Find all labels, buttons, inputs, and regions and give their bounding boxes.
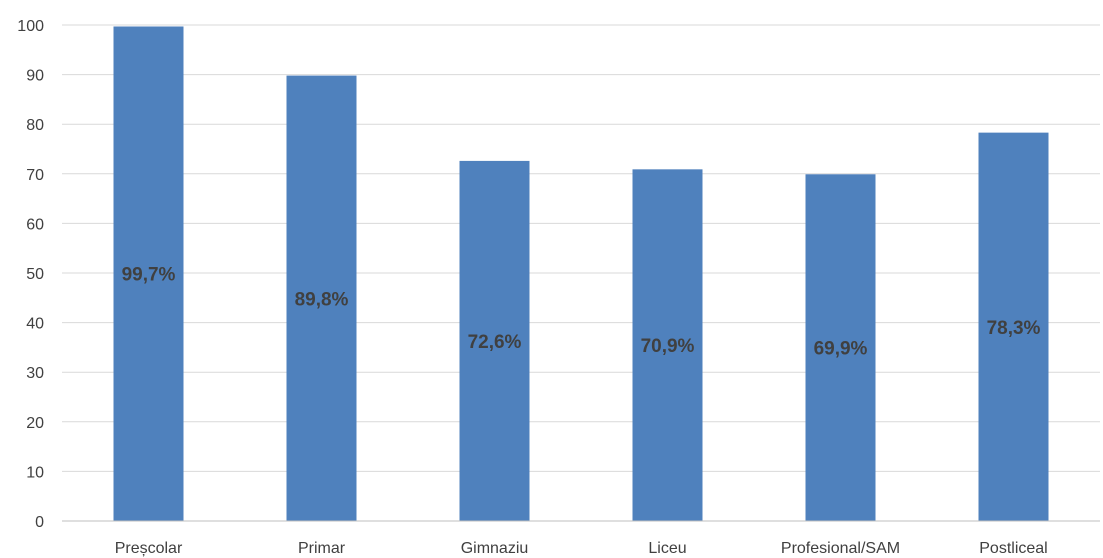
y-tick-label: 100 <box>17 18 44 35</box>
x-tick-label: Preșcolar <box>115 540 183 557</box>
y-tick-label: 40 <box>26 316 44 333</box>
x-tick-label: Profesional/SAM <box>781 540 900 557</box>
y-tick-label: 10 <box>26 464 44 481</box>
bar <box>459 160 530 522</box>
data-label: 72,6% <box>468 332 522 353</box>
gridlines <box>62 24 1100 472</box>
data-label: 69,9% <box>814 339 868 360</box>
data-label: 99,7% <box>122 265 176 286</box>
bars <box>113 26 1049 522</box>
y-tick-label: 90 <box>26 68 44 85</box>
bar <box>286 75 357 521</box>
data-label: 70,9% <box>641 336 695 357</box>
labels: 0 10 20 30 40 50 60 70 80 90 100 99,7% Preșcolar 89,8… <box>17 18 1047 557</box>
y-tick-label: 30 <box>26 365 44 382</box>
y-tick-label: 60 <box>26 216 44 233</box>
bar <box>113 26 184 521</box>
y-tick-label: 80 <box>26 117 44 134</box>
x-tick-label: Gimnaziu <box>461 540 529 557</box>
bar <box>632 169 703 521</box>
y-tick-label: 70 <box>26 167 44 184</box>
y-tick-label: 0 <box>35 514 44 531</box>
bar <box>805 174 876 521</box>
data-label: 78,3% <box>987 318 1041 339</box>
y-tick-label: 20 <box>26 415 44 432</box>
data-label: 89,8% <box>295 289 349 310</box>
x-tick-label: Postliceal <box>979 540 1047 557</box>
x-tick-label: Primar <box>298 540 346 557</box>
y-tick-label: 50 <box>26 266 44 283</box>
bar <box>978 132 1049 521</box>
x-tick-label: Liceu <box>648 540 686 557</box>
